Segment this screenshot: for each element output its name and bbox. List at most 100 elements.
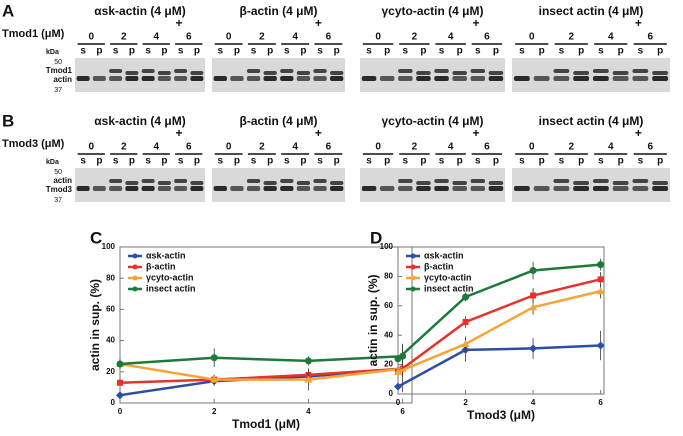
lane-label: s <box>439 46 445 57</box>
concentration: 6 <box>647 142 653 153</box>
gel-band <box>296 181 311 185</box>
lane-label: s <box>559 156 565 167</box>
lane-label: p <box>194 46 200 57</box>
legend-marker <box>410 275 416 281</box>
legend-label: γcyto-actin <box>146 272 194 282</box>
series-line <box>397 289 601 374</box>
panel-label: C <box>90 228 102 247</box>
gel-band <box>213 186 227 191</box>
kda-label: kDa <box>46 159 59 166</box>
gel-title: αsk-actin (4 μM) <box>94 4 185 18</box>
lane-label: s <box>475 46 481 57</box>
y-tick-label: 80 <box>384 272 393 281</box>
gel-band <box>190 186 204 191</box>
gel-band <box>125 76 139 81</box>
x-tick-label: 6 <box>400 407 405 416</box>
concentration: 2 <box>412 32 418 43</box>
lane-label: s <box>638 46 644 57</box>
legend-marker <box>132 253 138 259</box>
concentration: 0 <box>88 142 94 153</box>
gel-band <box>280 76 294 81</box>
lane-label: s <box>178 156 184 167</box>
gel-band <box>280 186 294 191</box>
gel-band <box>632 186 649 191</box>
series-line <box>397 263 601 360</box>
gel-band <box>263 71 277 75</box>
lane-label: s <box>251 46 257 57</box>
plus-sign: + <box>315 16 322 30</box>
data-point <box>116 391 124 400</box>
concentration: 0 <box>375 142 381 153</box>
gel-band <box>416 76 431 81</box>
y-tick-label: 100 <box>380 242 394 251</box>
gel-band <box>141 179 155 183</box>
gel-band <box>632 76 649 81</box>
series-line <box>397 278 601 373</box>
y-tick-label: 80 <box>106 273 115 282</box>
gel-band <box>361 186 377 191</box>
concentration: 4 <box>608 32 614 43</box>
gel-band <box>280 179 294 183</box>
gel-band <box>379 186 395 191</box>
gel-band <box>230 186 244 191</box>
data-point <box>304 357 312 365</box>
y-tick-label: 20 <box>384 360 393 369</box>
gel-band <box>573 181 590 185</box>
data-point <box>394 355 402 363</box>
x-axis-label: Tmod1 (μM) <box>232 417 300 431</box>
concentration: 6 <box>186 142 192 153</box>
series-line <box>397 344 601 388</box>
plus-sign: + <box>472 126 479 140</box>
concentration: 0 <box>226 142 232 153</box>
lane-label: p <box>618 156 624 167</box>
kda-label: kDa <box>46 49 59 56</box>
gel-band <box>263 76 277 81</box>
y-tick-label: 40 <box>384 330 393 339</box>
x-tick-label: 0 <box>396 398 401 407</box>
gel-title: αsk-actin (4 μM) <box>94 114 185 128</box>
lane-label: p <box>161 46 167 57</box>
gel-band <box>416 181 431 185</box>
gel-title: γcyto-actin (4 μM) <box>381 114 483 128</box>
legend-marker <box>132 275 138 281</box>
gel-band <box>141 69 155 73</box>
plus-sign: + <box>175 16 182 30</box>
legend-label: β-actin <box>424 261 454 271</box>
lane-label: s <box>366 156 372 167</box>
lane-label: s <box>178 46 184 57</box>
gel-image <box>512 168 670 202</box>
gel-band <box>434 69 449 73</box>
lane-label: s <box>519 156 525 167</box>
gel-band <box>533 186 550 191</box>
gel-band <box>488 181 504 185</box>
lane-label: p <box>267 46 273 57</box>
plus-sign: + <box>635 126 642 140</box>
gel-band <box>553 186 570 191</box>
gel-image <box>75 168 205 202</box>
lane-label: p <box>234 46 240 57</box>
data-point <box>116 360 124 368</box>
gel-band <box>157 181 171 185</box>
data-point <box>210 354 218 362</box>
gel-band <box>416 186 431 191</box>
lane-label: p <box>384 156 390 167</box>
gel-band <box>263 181 277 185</box>
factor-label: Tmod3 (μM) <box>2 138 65 150</box>
legend-marker <box>410 253 416 259</box>
gel-band <box>109 69 123 73</box>
legend-marker <box>410 264 416 270</box>
lane-label: p <box>267 156 273 167</box>
gel-band <box>125 71 139 75</box>
gel-band <box>280 69 294 73</box>
y-tick-label: 40 <box>106 336 115 345</box>
gel-band <box>246 69 261 73</box>
concentration: 0 <box>226 32 232 43</box>
gel-band <box>632 69 649 73</box>
lane-label: s <box>218 46 224 57</box>
legend-label: αsk-actin <box>146 250 186 260</box>
gel-band <box>190 76 204 81</box>
lane-label: p <box>161 156 167 167</box>
gel-band <box>190 181 204 185</box>
gel-band <box>92 186 106 191</box>
gel-band <box>553 76 570 81</box>
